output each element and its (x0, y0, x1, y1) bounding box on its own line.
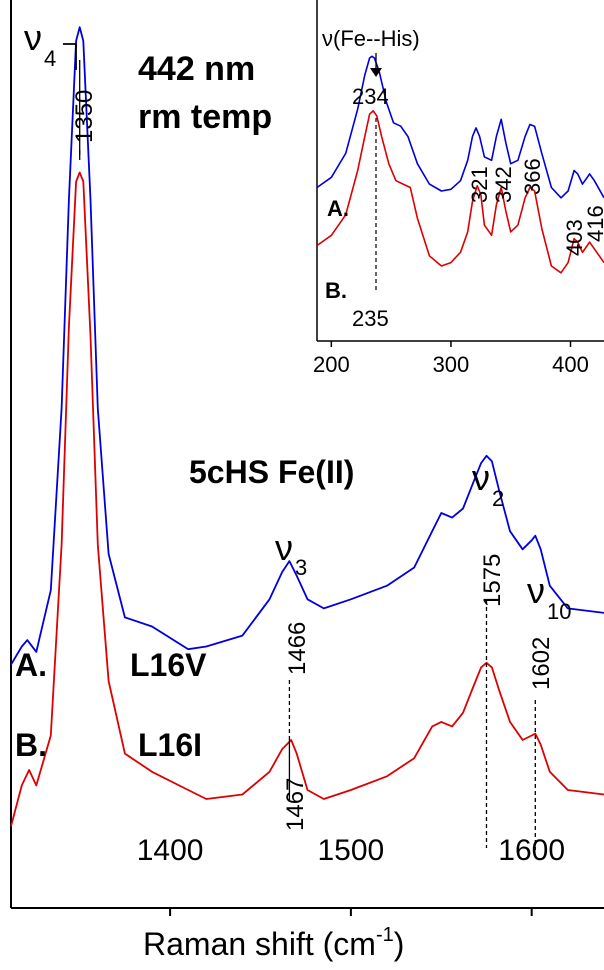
trace-a-label: A. (15, 647, 47, 683)
main-peak-markers (79, 60, 536, 850)
main-series-b-line (10, 171, 604, 827)
x-tick-label-1400: 1400 (137, 834, 204, 867)
state-label: 5cHS Fe(II) (189, 454, 354, 490)
x-axis-title-close: ) (394, 926, 405, 962)
x-tick-label-1600: 1600 (498, 834, 565, 867)
nu4-subscript: 4 (44, 46, 56, 71)
x-axis-title-superscript: -1 (376, 924, 394, 946)
x-axis-title-main: Raman shift (cm (143, 926, 376, 962)
x-tick-label-1500: 1500 (318, 834, 385, 867)
inset-series-a-line (316, 55, 604, 199)
peak-1350-label: 1350 (71, 90, 98, 143)
inset-peak-342-label: 342 (491, 166, 516, 203)
main-series-lines (10, 26, 604, 827)
peak-1466-label: 1466 (284, 622, 311, 675)
nu4-bracket (63, 43, 77, 70)
variant-b-label: L16I (138, 727, 202, 763)
inset-trace-a-label: A. (327, 196, 349, 221)
excitation-label: 442 nm (138, 50, 255, 88)
inset-peak-321-label: 321 (467, 166, 492, 203)
nu3-symbol: ν (275, 527, 293, 568)
peak-1575-label: 1575 (479, 554, 506, 607)
inset-series-lines (316, 55, 604, 274)
inset-x-ticks: 200 300 400 (313, 341, 589, 377)
inset-series-b-line (316, 110, 604, 274)
inset-peak-366-label: 366 (520, 158, 545, 195)
peak-1602-label: 1602 (528, 637, 555, 690)
inset-x-tick-label-400: 400 (552, 352, 589, 377)
inset-peak-234-label: 234 (352, 84, 389, 109)
inset-trace-b-label: B. (325, 278, 347, 303)
inset-x-tick-label-300: 300 (433, 352, 470, 377)
inset-x-tick-label-200: 200 (313, 352, 350, 377)
inset-peak-403-label: 403 (562, 219, 587, 256)
nu2-subscript: 2 (492, 486, 504, 511)
inset-peak-416-label: 416 (583, 205, 604, 242)
nu10-subscript: 10 (547, 599, 571, 624)
nu2-symbol: ν (472, 457, 490, 498)
trace-b-label: B. (15, 727, 47, 763)
inset-mode-label: ν(Fe--His) (322, 26, 420, 51)
inset-arrow-head (370, 68, 382, 77)
inset-chart: 200 300 400 ν(Fe--His) 234 235 321 342 366… (313, 0, 604, 377)
inset-background (317, 0, 604, 341)
nu4-symbol: ν (24, 17, 42, 58)
inset-peak-235-label: 235 (352, 306, 389, 331)
main-series-a-line (10, 26, 604, 666)
variant-a-label: L16V (130, 647, 207, 683)
peak-1467-label: 1467 (282, 778, 309, 831)
main-x-ticks: 1400 1500 1600 (137, 834, 565, 916)
x-axis-title: Raman shift (cm-1) (143, 924, 404, 962)
nu10-symbol: ν (527, 570, 545, 611)
temperature-label: rm temp (138, 98, 272, 136)
nu3-subscript: 3 (295, 555, 307, 580)
